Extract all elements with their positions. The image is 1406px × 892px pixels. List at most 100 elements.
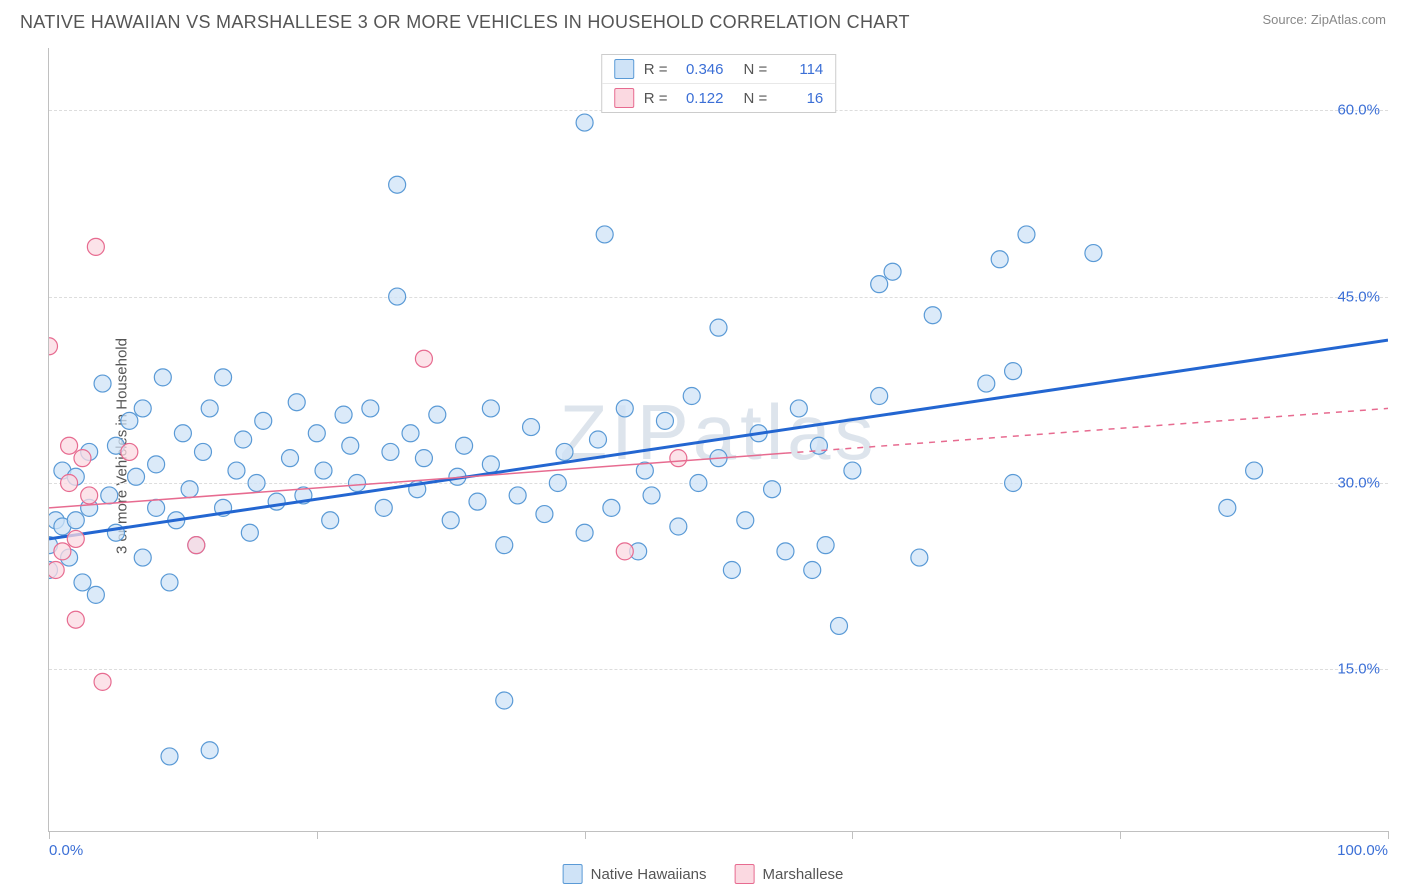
data-point: [81, 487, 98, 504]
data-point: [603, 499, 620, 516]
data-point: [348, 475, 365, 492]
series-legend: Native Hawaiians Marshallese: [563, 864, 844, 884]
data-point: [121, 412, 138, 429]
data-point: [911, 549, 928, 566]
x-tick: [49, 831, 50, 839]
data-point: [188, 537, 205, 554]
legend-label: Native Hawaiians: [591, 866, 707, 883]
data-point: [241, 524, 258, 541]
data-point: [1005, 363, 1022, 380]
data-point: [255, 412, 272, 429]
data-point: [871, 388, 888, 405]
chart-plot-area: ZIPatlas R =0.346N =114R =0.122N =16 15.…: [48, 48, 1388, 832]
stats-legend-row: R =0.346N =114: [602, 55, 836, 84]
data-point: [101, 487, 118, 504]
x-tick-label: 0.0%: [49, 842, 83, 859]
data-point: [482, 400, 499, 417]
r-label: R =: [644, 90, 668, 107]
data-point: [429, 406, 446, 423]
stats-legend-row: R =0.122N =16: [602, 84, 836, 112]
legend-swatch: [614, 88, 634, 108]
data-point: [643, 487, 660, 504]
data-point: [871, 276, 888, 293]
y-tick-label: 30.0%: [1337, 475, 1380, 492]
data-point: [884, 263, 901, 280]
source-attribution: Source: ZipAtlas.com: [1262, 12, 1386, 27]
data-point: [616, 543, 633, 560]
data-point: [382, 443, 399, 460]
data-point: [215, 369, 232, 386]
data-point: [723, 562, 740, 579]
data-point: [315, 462, 332, 479]
data-point: [556, 443, 573, 460]
data-point: [67, 530, 84, 547]
data-point: [154, 369, 171, 386]
data-point: [148, 499, 165, 516]
x-tick: [852, 831, 853, 839]
data-point: [248, 475, 265, 492]
data-point: [308, 425, 325, 442]
data-point: [469, 493, 486, 510]
y-tick-label: 15.0%: [1337, 661, 1380, 678]
data-point: [683, 388, 700, 405]
legend-swatch: [614, 59, 634, 79]
data-point: [389, 176, 406, 193]
data-point: [121, 443, 138, 460]
data-point: [596, 226, 613, 243]
data-point: [1246, 462, 1263, 479]
data-point: [924, 307, 941, 324]
data-point: [61, 475, 78, 492]
data-point: [74, 450, 91, 467]
data-point: [690, 475, 707, 492]
data-point: [844, 462, 861, 479]
data-point: [737, 512, 754, 529]
legend-swatch: [563, 864, 583, 884]
data-point: [1005, 475, 1022, 492]
x-tick: [1120, 831, 1121, 839]
data-point: [415, 350, 432, 367]
legend-item: Marshallese: [735, 864, 844, 884]
data-point: [322, 512, 339, 529]
data-point: [389, 288, 406, 305]
x-tick: [585, 831, 586, 839]
data-point: [94, 375, 111, 392]
data-point: [415, 450, 432, 467]
legend-label: Marshallese: [763, 866, 844, 883]
data-point: [482, 456, 499, 473]
data-point: [496, 692, 513, 709]
n-value: 16: [777, 90, 823, 107]
data-point: [94, 673, 111, 690]
data-point: [87, 586, 104, 603]
data-point: [362, 400, 379, 417]
data-point: [128, 468, 145, 485]
data-point: [978, 375, 995, 392]
data-point: [228, 462, 245, 479]
data-point: [656, 412, 673, 429]
data-point: [54, 543, 71, 560]
data-point: [496, 537, 513, 554]
stats-legend: R =0.346N =114R =0.122N =16: [601, 54, 837, 113]
data-point: [161, 574, 178, 591]
n-label: N =: [744, 90, 768, 107]
data-point: [375, 499, 392, 516]
data-point: [616, 400, 633, 417]
data-point: [764, 481, 781, 498]
data-point: [134, 400, 151, 417]
data-point: [804, 562, 821, 579]
data-point: [991, 251, 1008, 268]
data-point: [148, 456, 165, 473]
data-point: [790, 400, 807, 417]
data-point: [509, 487, 526, 504]
data-point: [335, 406, 352, 423]
data-point: [576, 114, 593, 131]
data-point: [670, 518, 687, 535]
data-point: [201, 400, 218, 417]
r-label: R =: [644, 61, 668, 78]
data-point: [576, 524, 593, 541]
data-point: [456, 437, 473, 454]
data-point: [161, 748, 178, 765]
data-point: [536, 506, 553, 523]
data-point: [235, 431, 252, 448]
data-point: [777, 543, 794, 560]
data-point: [194, 443, 211, 460]
